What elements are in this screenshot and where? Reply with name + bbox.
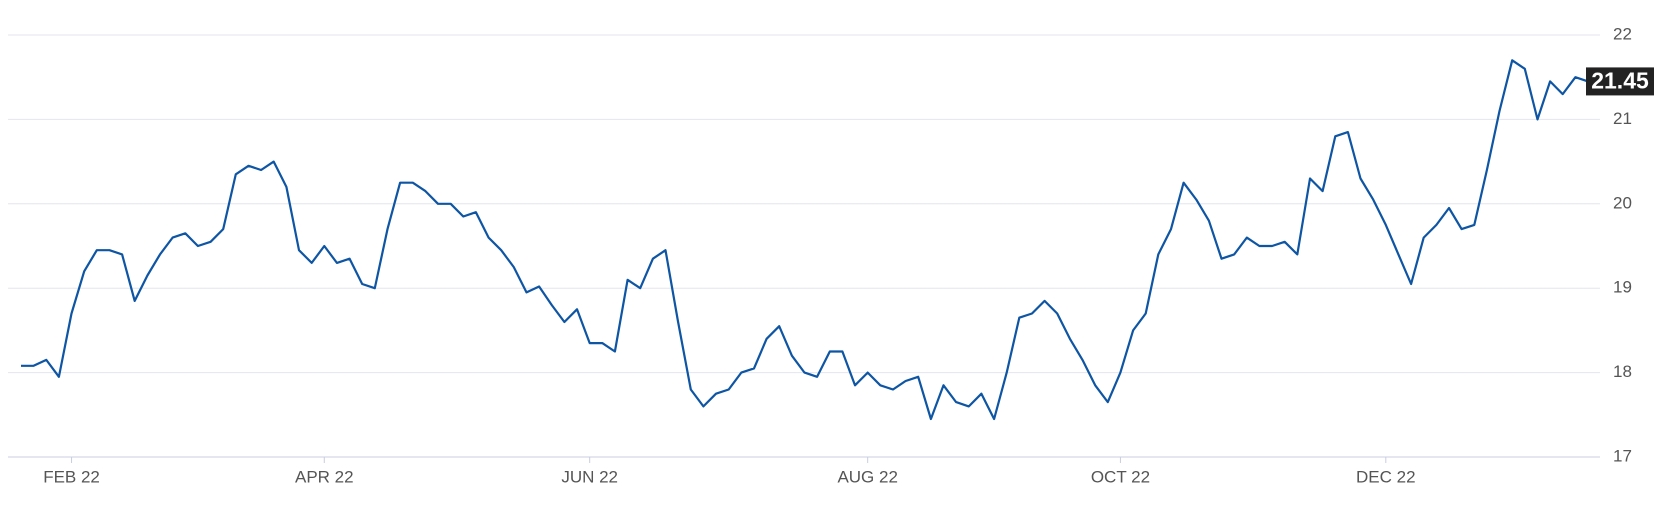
y-tick-label: 21	[1613, 109, 1632, 128]
x-tick-label: FEB 22	[43, 467, 100, 486]
y-tick-label: 19	[1613, 278, 1632, 297]
y-tick-label: 17	[1613, 446, 1632, 465]
x-tick-label: APR 22	[295, 467, 354, 486]
x-tick-label: AUG 22	[837, 467, 897, 486]
price-line	[21, 59, 1589, 421]
last-value-label: 21.45	[1591, 67, 1649, 93]
y-tick-label: 20	[1613, 193, 1632, 212]
x-tick-label: OCT 22	[1091, 467, 1150, 486]
x-tick-label: JUN 22	[561, 467, 618, 486]
x-tick-label: DEC 22	[1356, 467, 1416, 486]
y-tick-label: 18	[1613, 362, 1632, 381]
y-tick-label: 22	[1613, 24, 1632, 43]
last-value-badge	[1586, 67, 1654, 96]
